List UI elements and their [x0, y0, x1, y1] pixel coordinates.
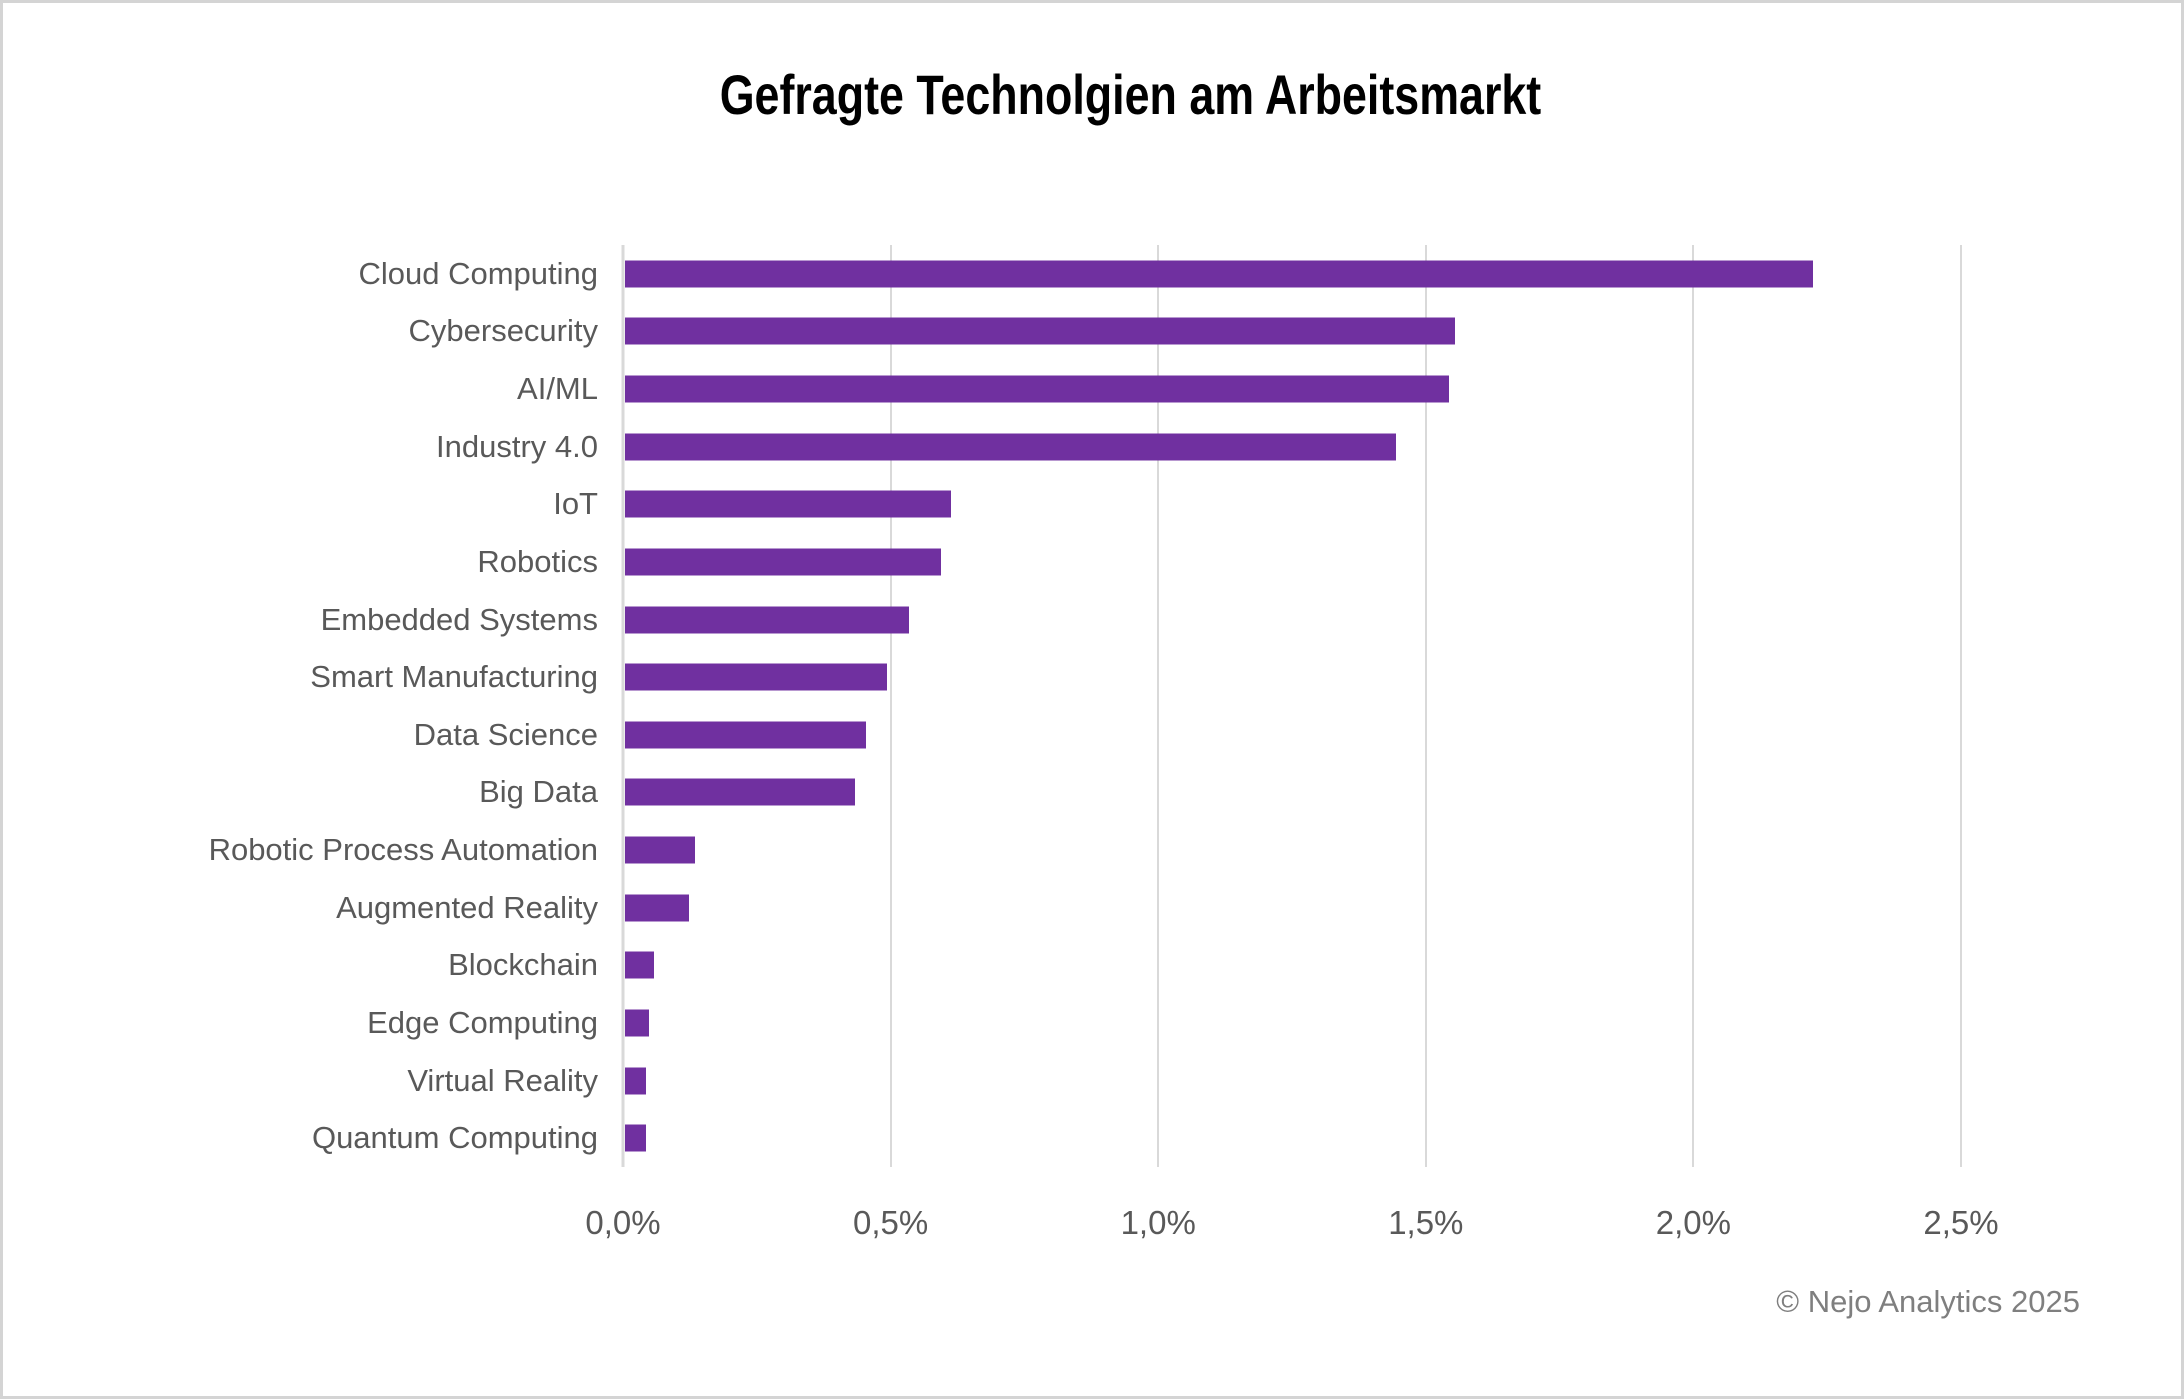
gridline-1-0% — [1157, 245, 1160, 1167]
chart-row-data-science: Data Science — [0, 706, 1961, 764]
bar-cybersecurity — [625, 317, 1455, 345]
bar-track — [624, 418, 1961, 476]
category-label: Big Data — [479, 774, 598, 810]
chart-row-edge-computing: Edge Computing — [0, 994, 1961, 1052]
x-tick-label: 0,5% — [852, 1204, 929, 1241]
chart-row-blockchain: Blockchain — [0, 937, 1961, 995]
bar-augmented-reality — [625, 894, 690, 922]
bar-ai-ml — [625, 375, 1450, 403]
bar-big-data — [625, 778, 856, 806]
category-label: Blockchain — [448, 947, 598, 983]
gridline-2-5% — [1960, 245, 1962, 1167]
x-tick-label: 1,5% — [1388, 1204, 1464, 1241]
bar-edge-computing — [625, 1009, 650, 1037]
category-label: Virtual Reality — [407, 1062, 598, 1098]
category-label: Cybersecurity — [408, 313, 599, 349]
category-label: AI/ML — [517, 371, 598, 407]
chart-row-industry-4-0: Industry 4.0 — [0, 418, 1961, 476]
x-tick-label: 2,0% — [1655, 1204, 1731, 1241]
bar-embedded-systems — [625, 606, 909, 634]
bar-track — [624, 937, 1961, 995]
x-tick-label: 2,5% — [1923, 1204, 1999, 1241]
category-label: Augmented Reality — [336, 889, 598, 925]
bar-track — [624, 764, 1961, 822]
bar-track — [624, 706, 1961, 764]
chart-row-big-data: Big Data — [0, 764, 1961, 822]
chart-row-cloud-computing: Cloud Computing — [0, 245, 1961, 303]
bar-quantum-computing — [625, 1124, 647, 1152]
category-label: Industry 4.0 — [436, 428, 598, 464]
bar-data-science — [625, 721, 866, 749]
bar-track — [624, 303, 1961, 361]
x-tick-label: 0,0% — [585, 1204, 661, 1241]
chart-row-iot: IoT — [0, 476, 1961, 534]
chart-row-robotic-process-automation: Robotic Process Automation — [0, 821, 1961, 879]
chart-row-smart-manufacturing: Smart Manufacturing — [0, 648, 1961, 706]
bar-track — [624, 1052, 1961, 1110]
chart-title: Gefragte Technolgien am Arbeitsmarkt — [719, 63, 1541, 126]
chart-row-ai-ml: AI/ML — [0, 360, 1961, 418]
category-label: Embedded Systems — [320, 601, 598, 637]
bar-rows-container: Cloud Computing Cybersecurity AI/ML Industr… — [0, 245, 1961, 1167]
chart-row-quantum-computing: Quantum Computing — [0, 1109, 1961, 1167]
gridline-1-5% — [1424, 245, 1427, 1167]
bar-robotic-process-automation — [625, 836, 695, 864]
bar-track — [624, 476, 1961, 534]
category-label: Cloud Computing — [358, 255, 598, 291]
category-label: Edge Computing — [367, 1004, 598, 1040]
footer-credit: © Nejo Analytics 2025 — [1776, 1284, 2080, 1319]
category-label: Robotics — [477, 543, 598, 579]
chart-row-embedded-systems: Embedded Systems — [0, 591, 1961, 649]
bar-industry-4-0 — [625, 433, 1396, 461]
bar-track — [624, 1109, 1961, 1167]
bar-track — [624, 360, 1961, 418]
category-label: Data Science — [413, 716, 598, 752]
title-container: Gefragte Technolgien am Arbeitsmarkt — [76, 62, 2184, 127]
chart-row-robotics: Robotics — [0, 533, 1961, 591]
bar-track — [624, 591, 1961, 649]
bar-cloud-computing — [625, 260, 1814, 288]
bar-smart-manufacturing — [625, 663, 888, 691]
category-label: IoT — [553, 486, 598, 522]
bar-virtual-reality — [625, 1067, 647, 1095]
bar-track — [624, 648, 1961, 706]
plot-area — [621, 245, 1962, 1167]
chart-row-augmented-reality: Augmented Reality — [0, 879, 1961, 937]
gridline-2-0% — [1692, 245, 1695, 1167]
bar-track — [624, 879, 1961, 937]
bar-robotics — [625, 548, 941, 576]
bar-track — [624, 821, 1961, 879]
x-tick-label: 1,0% — [1120, 1204, 1196, 1241]
bar-blockchain — [625, 951, 655, 979]
gridline-0-5% — [889, 245, 892, 1167]
category-label: Robotic Process Automation — [208, 832, 598, 868]
chart-row-cybersecurity: Cybersecurity — [0, 303, 1961, 361]
category-label: Quantum Computing — [311, 1120, 598, 1156]
chart-row-virtual-reality: Virtual Reality — [0, 1052, 1961, 1110]
bar-track — [624, 994, 1961, 1052]
category-label: Smart Manufacturing — [310, 659, 598, 695]
bar-track — [624, 533, 1961, 591]
y-axis-line — [621, 245, 625, 1167]
bar-iot — [625, 490, 952, 518]
bar-track — [624, 245, 1961, 303]
